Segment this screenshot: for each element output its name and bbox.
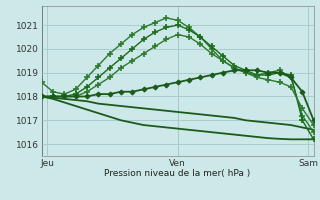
X-axis label: Pression niveau de la mer( hPa ): Pression niveau de la mer( hPa ) [104, 169, 251, 178]
